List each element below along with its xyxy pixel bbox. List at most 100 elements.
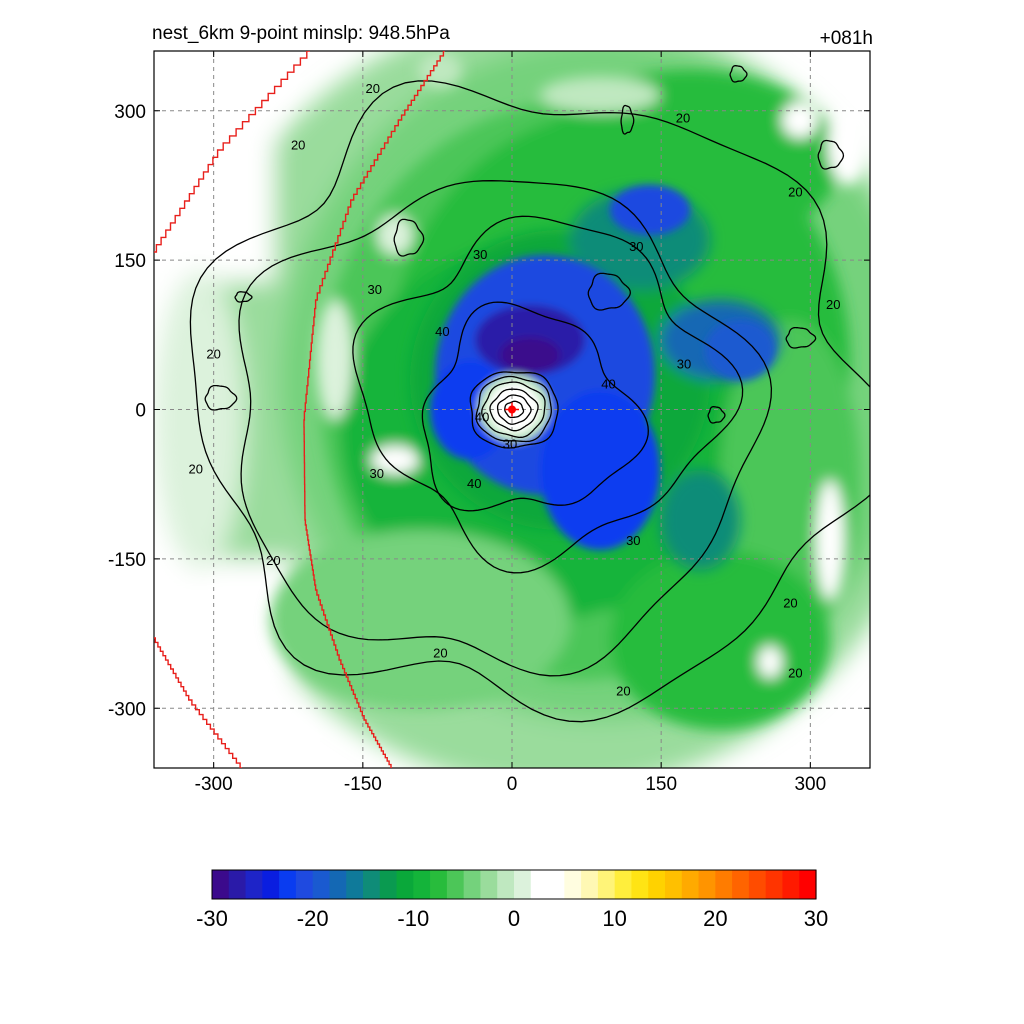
colorbar-swatch [748, 870, 767, 899]
contour-label: 20 [616, 683, 630, 698]
contour-label: 20 [266, 553, 280, 568]
contour-lines [189, 65, 870, 723]
colorbar-swatch [681, 870, 700, 899]
contour-label: 20 [676, 111, 690, 126]
colorbar-swatch [262, 870, 280, 899]
colorbar-swatch [396, 870, 414, 899]
colorbar-swatch [715, 870, 733, 899]
contour-cell [234, 291, 253, 303]
colorbar-swatch [648, 870, 666, 899]
plot-area [154, 51, 870, 768]
contour-label: 30 [626, 533, 640, 548]
colorbar-tick-label: 30 [804, 906, 828, 931]
colorbar-swatch [413, 870, 431, 899]
colorbar-swatch [228, 870, 247, 899]
x-tick-label: -150 [344, 774, 382, 795]
contour-40 [421, 301, 649, 512]
colorbar-swatch [514, 870, 532, 899]
colorbar-swatch [430, 870, 448, 899]
colorbar-swatch [765, 870, 784, 899]
contour-label: 40 [475, 409, 489, 424]
contour-eye [496, 394, 532, 425]
colorbar-swatch [480, 870, 498, 899]
contour-20 [189, 80, 870, 723]
colorbar-swatch [463, 870, 482, 899]
colorbar-swatch [446, 870, 465, 899]
contour-cell [393, 218, 425, 257]
y-tick-label: 150 [114, 251, 146, 272]
y-tick-label: -150 [108, 550, 146, 571]
contour-label: 30 [677, 357, 691, 372]
colorbar-swatch [732, 870, 750, 899]
contour-eye [489, 388, 539, 432]
contour-30 [352, 215, 744, 574]
boundary-line-1 [154, 51, 310, 253]
boundary-line-3 [154, 637, 242, 768]
contour-cell [620, 104, 635, 135]
axis-ticks: -300 -150 0 150 300 -300 -150 0 150 300 [108, 51, 870, 795]
colorbar-swatch [597, 870, 616, 899]
colorbar-swatch [581, 870, 599, 899]
colorbar-frame [211, 869, 817, 900]
colorbar-swatch [631, 870, 649, 899]
colorbar-swatch [279, 870, 297, 899]
contour-label: 20 [788, 184, 802, 199]
y-tick-label: 300 [114, 102, 146, 123]
colorbar-swatch [363, 870, 381, 899]
contour-label: 20 [206, 347, 220, 362]
colorbar-swatch [295, 870, 314, 899]
y-tick-label: -300 [108, 699, 146, 720]
colorbar-tick-label: 20 [703, 906, 727, 931]
colorbar-swatch [665, 870, 683, 899]
colorbar-tick-label: -10 [397, 906, 429, 931]
colorbar-swatch [212, 870, 230, 899]
contour-label: 20 [788, 665, 802, 680]
colorbar: -30 -20 -10 0 10 20 30 [196, 869, 828, 931]
contour-cell [817, 139, 845, 170]
contour-label: 20 [826, 297, 840, 312]
colorbar-tick-label: 0 [508, 906, 520, 931]
contour-cell [204, 384, 238, 411]
colorbar-swatch [614, 870, 633, 899]
contour-label: 40 [601, 377, 615, 392]
colorbar-swatch [547, 870, 565, 899]
contour-label: 20 [366, 81, 380, 96]
boundary-line-2 [303, 51, 445, 768]
x-tick-label: 150 [645, 774, 677, 795]
contour-30-outer [238, 180, 773, 677]
colorbar-tick-label: -30 [196, 906, 228, 931]
x-tick-label: -300 [195, 774, 233, 795]
colorbar-swatch [799, 870, 817, 899]
contour-eye [475, 375, 552, 443]
colorbar-swatch [497, 870, 515, 899]
colorbar-tick-label: 10 [602, 906, 626, 931]
contour-cell [729, 65, 748, 83]
contour-label: 20 [291, 138, 305, 153]
colorbar-swatch [312, 870, 331, 899]
contour-label: 30 [503, 436, 517, 451]
colorbar-swatch [329, 870, 347, 899]
domain-boundary-lines [154, 51, 445, 768]
contour-label: 30 [629, 239, 643, 254]
contour-cell [707, 406, 726, 424]
contour-label: 30 [473, 247, 487, 262]
contour-eye [481, 381, 546, 439]
contour-labels: 20 20 20 20 20 20 20 20 20 20 20 20 30 30 30 30 30 30 40 40… [189, 81, 841, 698]
contour-label: 20 [783, 596, 797, 611]
forecast-hour-label: +081h [820, 28, 873, 49]
contour-label: 30 [368, 282, 382, 297]
colorbar-swatch [782, 870, 800, 899]
contour-label: 40 [435, 324, 449, 339]
colorbar-swatch [245, 870, 263, 899]
colorbar-swatch [379, 870, 398, 899]
x-tick-label: 0 [507, 774, 518, 795]
contour-label: 20 [433, 645, 447, 660]
contour-eye [469, 371, 559, 449]
contour-label: 20 [189, 461, 203, 476]
contour-cell [785, 326, 817, 349]
chart-title: nest_6km 9-point minslp: 948.5hPa [152, 23, 450, 44]
storm-center-marker [505, 402, 519, 417]
colorbar-swatch [698, 870, 716, 899]
colorbar-swatch [564, 870, 582, 899]
